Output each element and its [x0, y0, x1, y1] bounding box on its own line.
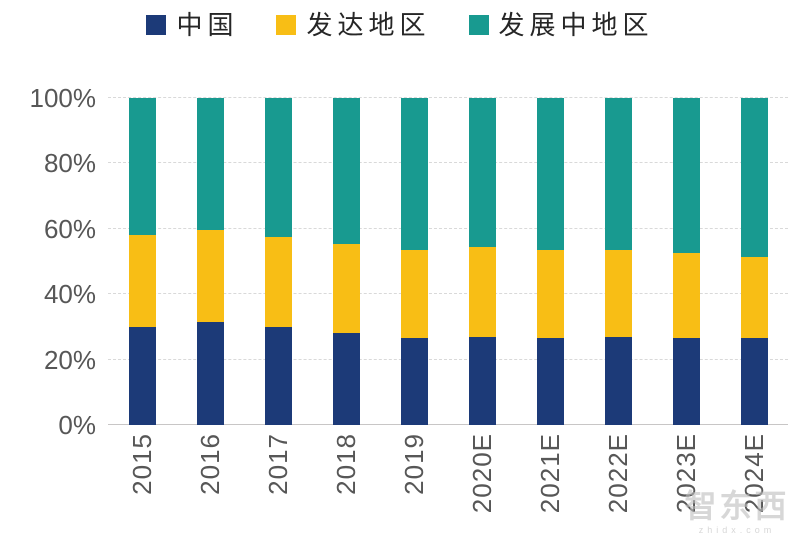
- x-label-slot: 2015: [108, 433, 176, 541]
- x-label-slot: 2018: [312, 433, 380, 541]
- x-label-slot: 2023E: [652, 433, 720, 541]
- segment-中国: [604, 336, 632, 425]
- segment-中国: [196, 321, 224, 425]
- stacked-bar-2019: [400, 98, 428, 425]
- bar-slot: [652, 98, 720, 425]
- segment-发达地区: [196, 230, 224, 322]
- bar-slot: [108, 98, 176, 425]
- bar-slot: [312, 98, 380, 425]
- segment-中国: [264, 326, 292, 425]
- x-axis-labels: 2015 2016 2017 2018 2019 2020E 2021E 2022E 2023E…: [108, 433, 788, 541]
- x-tick-label: 2022E: [603, 433, 633, 514]
- x-tick-label: 2015: [127, 433, 157, 495]
- segment-中国: [332, 333, 360, 425]
- stacked-bar-2018: [332, 98, 360, 425]
- segment-发达地区: [128, 235, 156, 327]
- segment-发展中地区: [672, 98, 700, 254]
- segment-中国: [128, 326, 156, 425]
- legend-item-发达地区: 发达地区: [276, 12, 430, 38]
- stacked-bar-2022E: [604, 98, 632, 425]
- x-label-slot: 2019: [380, 433, 448, 541]
- bars-row: [108, 98, 788, 425]
- segment-中国: [400, 338, 428, 425]
- segment-发达地区: [264, 236, 292, 327]
- segment-发达地区: [604, 250, 632, 337]
- y-tick-label: 0%: [58, 410, 96, 440]
- bar-slot: [584, 98, 652, 425]
- x-label-slot: 2020E: [448, 433, 516, 541]
- segment-中国: [536, 338, 564, 425]
- legend-label: 发展中地区: [498, 10, 654, 40]
- segment-发达地区: [332, 243, 360, 334]
- segment-中国: [740, 338, 768, 425]
- bar-slot: [516, 98, 584, 425]
- segment-发达地区: [740, 256, 768, 339]
- stacked-bar-2020E: [468, 98, 496, 425]
- y-tick-label: 80%: [43, 148, 96, 179]
- legend-label: 发达地区: [306, 10, 431, 40]
- y-tick-label: 40%: [43, 279, 96, 310]
- stacked-bar-2021E: [536, 98, 564, 425]
- legend-swatch: [146, 15, 167, 35]
- stacked-bar-2015: [128, 98, 156, 425]
- segment-发达地区: [468, 246, 496, 337]
- x-label-slot: 2021E: [516, 433, 584, 541]
- y-tick-label: 100%: [29, 83, 97, 113]
- legend-item-发展中地区: 发展中地区: [468, 10, 654, 40]
- segment-发展中地区: [264, 98, 292, 237]
- stacked-bar-2024E: [740, 98, 768, 425]
- segment-中国: [672, 338, 700, 425]
- legend-label: 中国: [176, 10, 239, 40]
- x-tick-label: 2021E: [535, 433, 565, 514]
- y-tick-label: 20%: [43, 344, 96, 375]
- x-axis-line: [108, 424, 788, 425]
- legend-swatch: [276, 15, 297, 35]
- x-tick-label: 2016: [195, 433, 225, 495]
- segment-发展中地区: [740, 98, 768, 257]
- x-label-slot: 2017: [244, 433, 312, 541]
- y-tick-label: 60%: [43, 213, 96, 244]
- x-label-slot: 2024E: [720, 433, 788, 541]
- segment-发展中地区: [128, 98, 156, 236]
- segment-发展中地区: [468, 98, 496, 247]
- segment-中国: [468, 336, 496, 425]
- x-tick-label: 2024E: [739, 433, 769, 514]
- x-tick-label: 2019: [399, 433, 429, 495]
- bar-slot: [176, 98, 244, 425]
- bar-slot: [448, 98, 516, 425]
- bar-slot: [720, 98, 788, 425]
- x-label-slot: 2016: [176, 433, 244, 541]
- gridline: [108, 293, 788, 295]
- legend: 中国 发达地区 发展中地区: [0, 12, 800, 38]
- gridline: [108, 97, 788, 98]
- stacked-bar-2023E: [672, 98, 700, 425]
- bar-slot: [380, 98, 448, 425]
- x-tick-label: 2023E: [671, 433, 701, 514]
- segment-发展中地区: [400, 98, 428, 251]
- segment-发达地区: [400, 250, 428, 339]
- legend-swatch: [468, 15, 489, 35]
- x-tick-label: 2020E: [467, 433, 497, 514]
- bar-slot: [244, 98, 312, 425]
- segment-发达地区: [536, 250, 564, 339]
- segment-发展中地区: [604, 98, 632, 251]
- segment-发展中地区: [536, 98, 564, 251]
- plot-area: [108, 97, 788, 425]
- x-tick-label: 2018: [331, 433, 361, 495]
- segment-发展中地区: [196, 98, 224, 231]
- stacked-bar-2016: [196, 98, 224, 425]
- gridline: [108, 358, 788, 360]
- segment-发展中地区: [332, 98, 360, 244]
- gridline: [108, 162, 788, 164]
- y-axis: 0% 20% 40% 60% 80% 100%: [0, 85, 97, 438]
- x-tick-label: 2017: [263, 433, 293, 495]
- legend-item-中国: 中国: [146, 12, 238, 38]
- x-label-slot: 2022E: [584, 433, 652, 541]
- gridline: [108, 227, 788, 229]
- segment-发达地区: [672, 253, 700, 339]
- stacked-bar-2017: [264, 98, 292, 425]
